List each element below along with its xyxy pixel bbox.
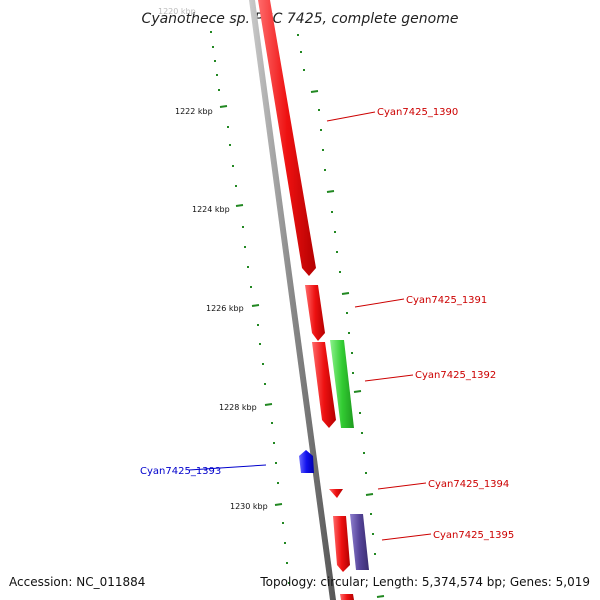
gene-label-Cyan7425_1391[interactable]: Cyan7425_1391 bbox=[406, 295, 487, 306]
ruler-label-1228: 1228 kbp bbox=[219, 403, 257, 412]
gene-Cyan7425_1392[interactable] bbox=[330, 340, 354, 428]
inner-tick-ruler bbox=[210, 31, 290, 584]
gene-Cyan7425_1394[interactable] bbox=[329, 489, 343, 498]
gene-label-Cyan7425_1393[interactable]: Cyan7425_1393 bbox=[140, 466, 221, 477]
gene-Cyan7425_1391[interactable] bbox=[305, 285, 325, 341]
genome-backbone bbox=[249, 0, 336, 600]
gene-Cyan7425_1395-red[interactable] bbox=[333, 516, 350, 572]
outer-tick-ruler bbox=[297, 34, 385, 598]
gene-Cyan7425_1393[interactable] bbox=[299, 450, 314, 473]
ruler-label-1220: 1220 kbp bbox=[158, 7, 196, 16]
gene-Cyan7425_1392-red[interactable] bbox=[312, 342, 336, 428]
gene-Cyan7425_1390[interactable] bbox=[258, 0, 316, 276]
ruler-label-1222: 1222 kbp bbox=[175, 107, 213, 116]
gene-fragment-bottom bbox=[340, 594, 354, 600]
label-leader-lines bbox=[188, 111, 432, 541]
map-title: Cyanothece sp. PCC 7425, complete genome bbox=[142, 11, 459, 27]
gene-Cyan7425_1395[interactable] bbox=[350, 514, 369, 570]
gene-label-Cyan7425_1394[interactable]: Cyan7425_1394 bbox=[428, 479, 509, 490]
ruler-label-1224: 1224 kbp bbox=[192, 205, 230, 214]
ruler-label-1230: 1230 kbp bbox=[230, 502, 268, 511]
gene-label-Cyan7425_1392[interactable]: Cyan7425_1392 bbox=[415, 370, 496, 381]
ruler-label-1226: 1226 kbp bbox=[206, 304, 244, 313]
accession-text: Accession: NC_011884 bbox=[9, 575, 145, 589]
gene-label-Cyan7425_1395[interactable]: Cyan7425_1395 bbox=[433, 530, 514, 541]
gene-label-Cyan7425_1390[interactable]: Cyan7425_1390 bbox=[377, 107, 458, 118]
genome-summary-text: Topology: circular; Length: 5,374,574 bp… bbox=[259, 575, 590, 589]
